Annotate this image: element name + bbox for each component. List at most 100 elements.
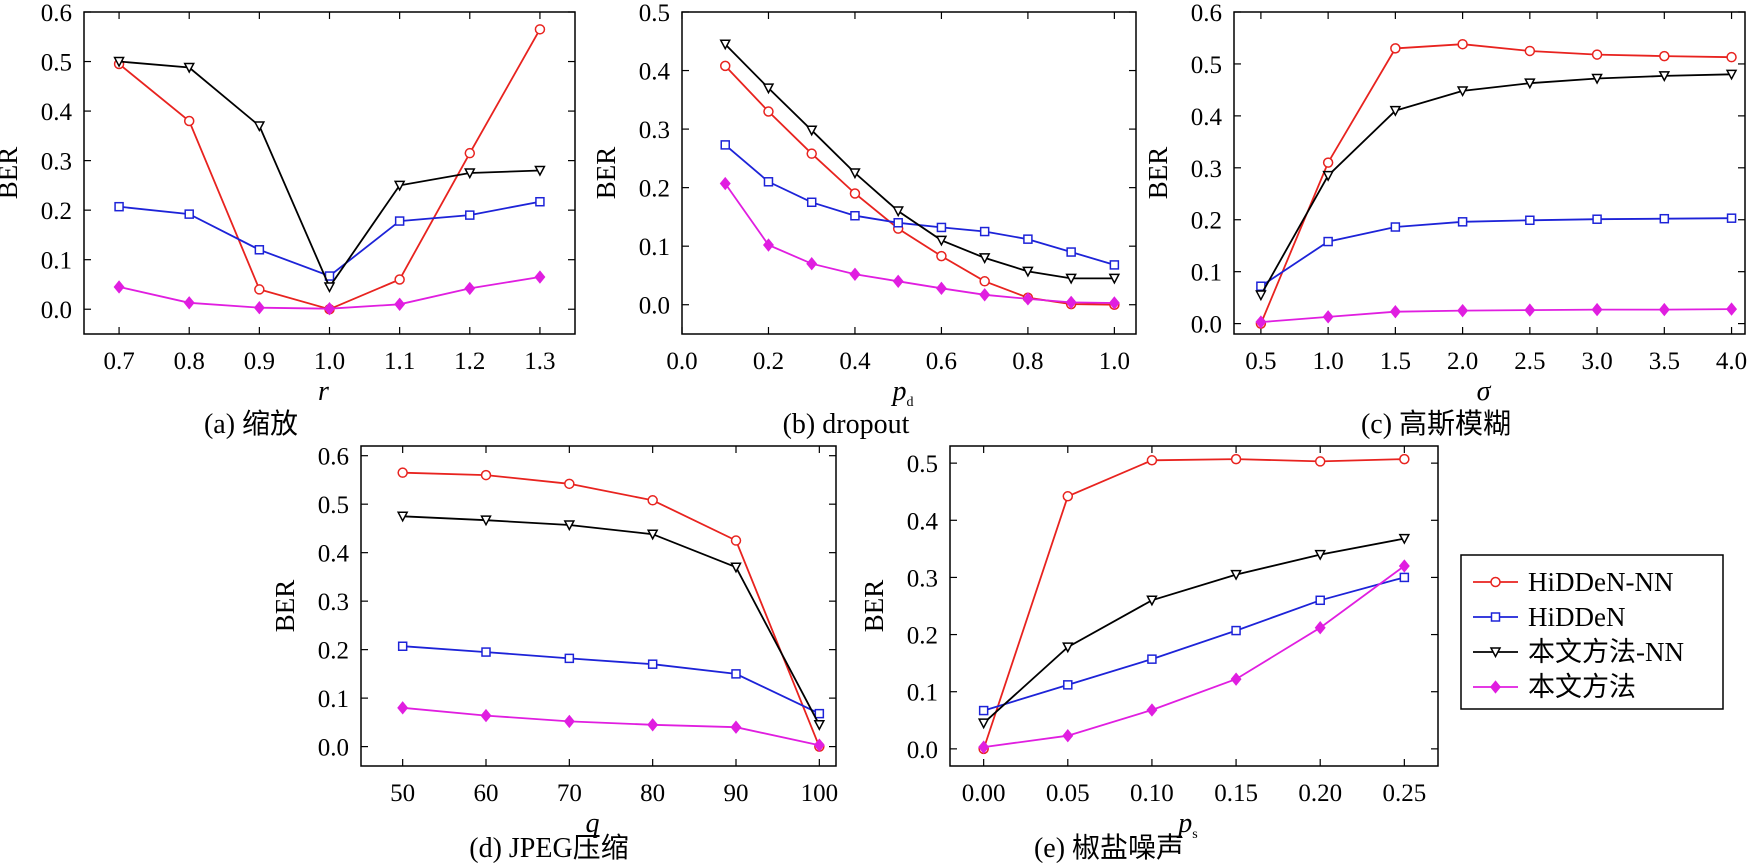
data-point <box>564 478 575 490</box>
y-tick-label: 0.4 <box>1191 104 1223 131</box>
data-point <box>1255 315 1267 329</box>
data-point <box>813 738 825 752</box>
series-line-3 <box>1260 308 1732 323</box>
plot-frame <box>681 11 1137 335</box>
legend-label-ours-nn: 本文方法-NN <box>1528 637 1684 667</box>
x-tick-label: 0.8 <box>174 348 205 375</box>
data-point <box>1399 572 1410 583</box>
y-tick-label: 0.5 <box>318 492 349 519</box>
data-point <box>1109 260 1120 270</box>
data-point <box>849 168 861 180</box>
data-point <box>1399 453 1410 465</box>
data-point <box>646 529 659 541</box>
data-point <box>1066 247 1076 257</box>
data-point <box>763 106 774 117</box>
data-point <box>1658 71 1671 82</box>
legend-label-ours: 本文方法 <box>1528 672 1636 702</box>
data-point <box>978 705 989 716</box>
y-tick-label: 0.0 <box>41 297 72 324</box>
data-point <box>806 197 817 208</box>
x-axis-label: q <box>586 808 600 839</box>
data-point <box>1108 296 1120 310</box>
series-line-3 <box>724 182 1115 304</box>
data-point <box>730 535 742 546</box>
series-line-2 <box>119 60 540 289</box>
data-point <box>762 83 775 95</box>
y-axis-label: BER <box>0 147 23 200</box>
x-tick-label: 0.0 <box>666 348 697 375</box>
data-point <box>1322 310 1334 324</box>
subplot-caption: (c) 高斯模糊 <box>1361 408 1511 440</box>
y-tick-label: 0.5 <box>907 451 938 478</box>
subplot-b-dropout: 0.0 0.2 0.4 0.6 0.8 1.0 0.0 0.1 0.2 0.3 0.4 0.5 BER… <box>591 0 1137 440</box>
data-point <box>113 280 125 294</box>
data-point <box>805 125 818 137</box>
data-point <box>1591 302 1603 317</box>
legend-marker-1 <box>1490 612 1501 622</box>
y-tick-label: 0.3 <box>639 117 670 144</box>
data-point <box>114 201 124 212</box>
x-tick-label: 70 <box>557 780 582 807</box>
data-point <box>814 708 825 719</box>
data-point <box>730 562 742 574</box>
data-point <box>464 147 476 159</box>
x-tick-label: 0.8 <box>1012 348 1043 375</box>
series-line-2 <box>402 515 821 726</box>
data-point <box>1322 170 1334 182</box>
data-point <box>979 276 990 287</box>
legend-marker-3 <box>1490 680 1501 694</box>
data-point <box>1323 236 1333 247</box>
data-point <box>1146 455 1158 466</box>
data-point <box>1524 45 1536 57</box>
data-point <box>1065 273 1077 285</box>
y-tick-label: 0.1 <box>41 248 72 275</box>
data-point <box>1725 69 1738 81</box>
data-point <box>813 720 826 731</box>
data-point <box>1389 105 1402 117</box>
data-point <box>1108 273 1121 285</box>
data-point <box>1659 213 1670 224</box>
series-line-2 <box>1260 73 1732 296</box>
legend-box <box>1460 554 1724 710</box>
x-tick-label: 1.0 <box>314 348 345 375</box>
plot-frame <box>949 445 1439 767</box>
data-point <box>464 281 476 296</box>
data-point <box>1315 595 1325 606</box>
data-point <box>1659 50 1670 62</box>
y-tick-label: 0.1 <box>318 686 349 713</box>
x-tick-label: 1.2 <box>454 348 485 375</box>
y-tick-label: 0.4 <box>907 508 939 535</box>
data-point <box>563 714 575 729</box>
data-point <box>1457 303 1469 318</box>
x-tick-label: 1.0 <box>1313 348 1344 375</box>
x-tick-label: 80 <box>640 780 665 807</box>
y-tick-label: 0.1 <box>639 234 670 261</box>
data-point <box>806 257 818 271</box>
data-point <box>253 301 265 315</box>
x-tick-label: 0.5 <box>1245 348 1276 375</box>
x-tick-label: 4.0 <box>1716 348 1747 375</box>
data-point <box>1147 654 1157 664</box>
data-point <box>1062 729 1074 743</box>
x-tick-label: 0.25 <box>1382 780 1426 807</box>
data-point <box>979 226 990 237</box>
legend-marker-0 <box>1490 576 1501 588</box>
data-point <box>254 245 265 255</box>
y-tick-label: 0.2 <box>639 176 670 203</box>
subplot-caption: (a) 缩放 <box>204 408 298 440</box>
data-point <box>465 210 475 220</box>
y-tick-label: 0.4 <box>318 541 350 568</box>
data-point <box>1389 304 1401 319</box>
legend-label-hidden-nn: HiDDeN-NN <box>1528 567 1673 597</box>
series-line-2 <box>724 43 1115 280</box>
data-point <box>1591 49 1603 60</box>
data-point <box>1457 38 1468 50</box>
data-point <box>849 267 861 281</box>
data-point <box>1591 73 1603 85</box>
x-tick-label: 1.1 <box>384 348 415 375</box>
data-point <box>534 165 546 177</box>
y-tick-label: 0.3 <box>1191 156 1222 183</box>
data-point <box>936 250 947 262</box>
data-point <box>935 281 947 296</box>
